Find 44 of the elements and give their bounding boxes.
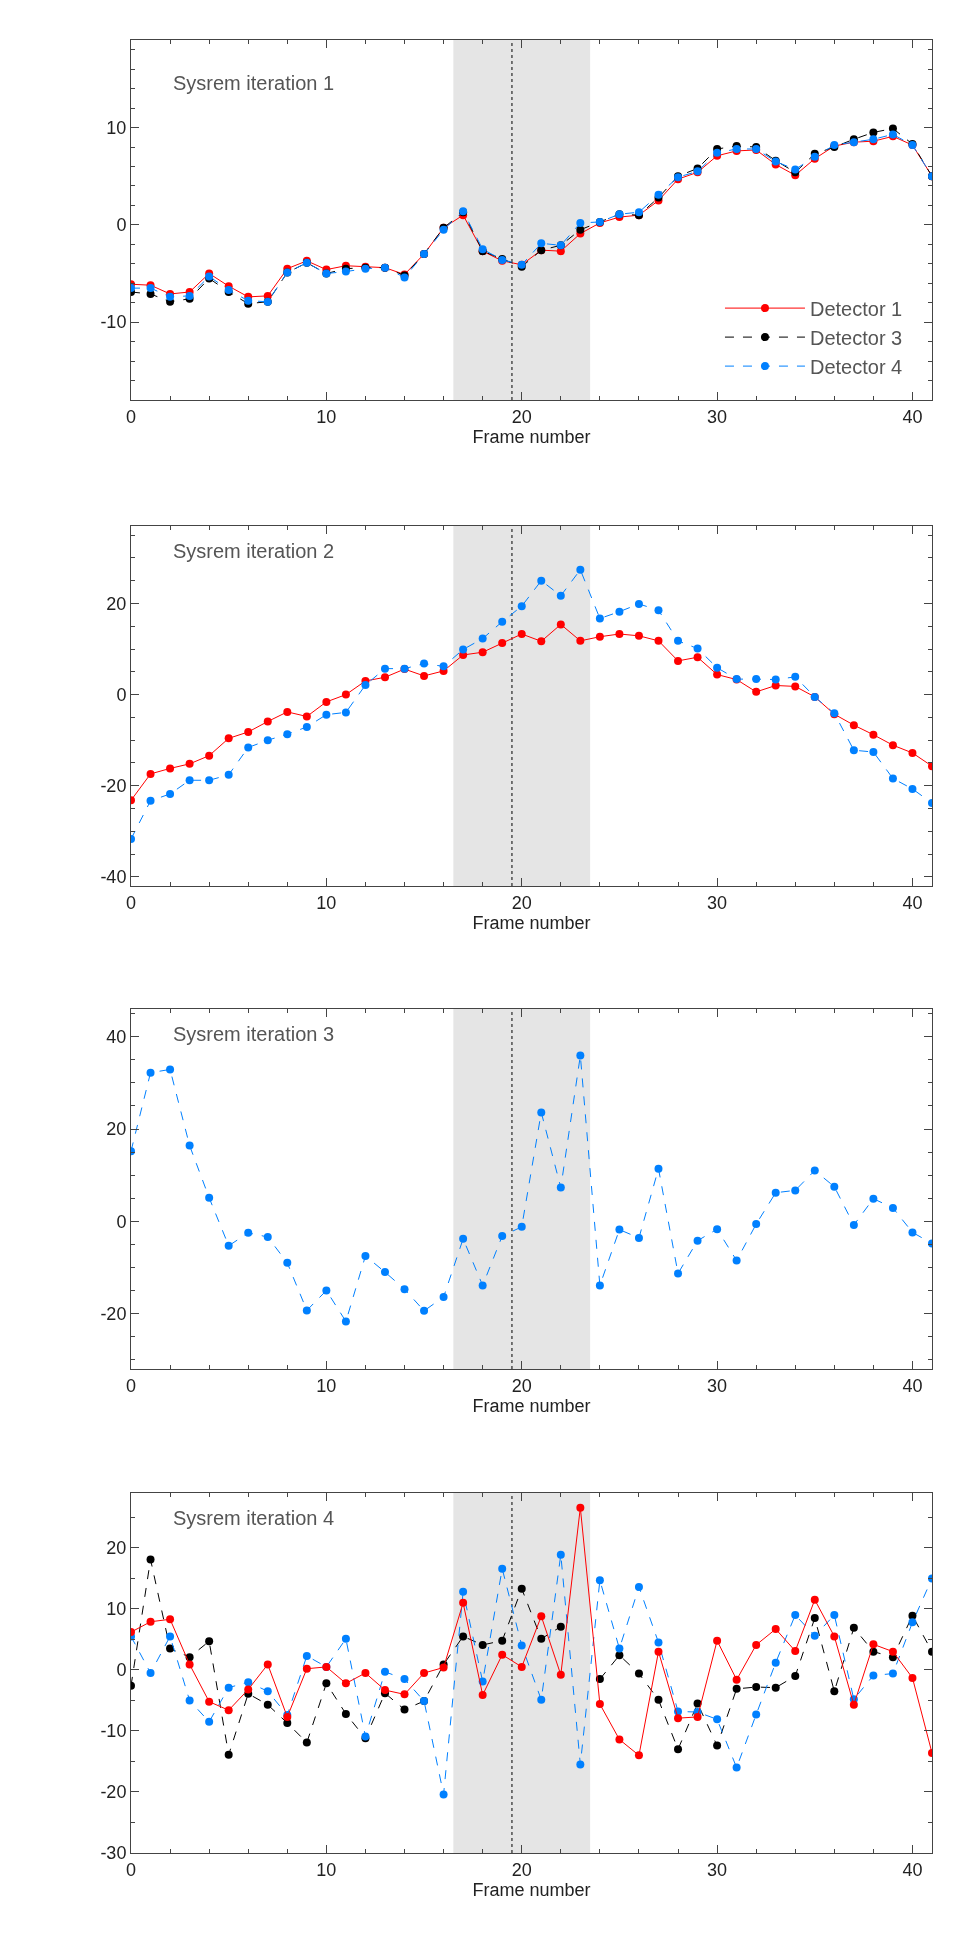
y-tick-label: -30	[100, 1843, 127, 1864]
x-tick-label: 20	[511, 1859, 532, 1880]
x-axis-title: Frame number	[472, 1395, 591, 1416]
x-tick-label: 30	[707, 892, 728, 913]
y-tick-label: 0	[116, 1211, 127, 1232]
text: Sysrem iteration 2	[173, 540, 335, 562]
y-tick-label: 20	[106, 1119, 127, 1140]
x-tick-label: 10	[316, 1859, 337, 1880]
y-tick-label: -10	[100, 1721, 127, 1742]
x-tick-label: 10	[316, 406, 337, 427]
y-tick-label: -20	[100, 1303, 127, 1324]
x-tick-label: 40	[902, 1859, 923, 1880]
y-tick-label: 0	[116, 1660, 127, 1681]
legend-label: Detector 1	[809, 297, 903, 320]
text: Sysrem iteration 4	[173, 1507, 335, 1529]
y-tick-label: -10	[100, 312, 127, 333]
y-tick-label: -20	[100, 1782, 127, 1803]
legend-label: Detector 4	[809, 355, 903, 378]
x-tick-label: 10	[316, 892, 337, 913]
y-tick-label: 40	[106, 1026, 127, 1047]
x-tick-label: 40	[902, 892, 923, 913]
y-tick-label: -20	[100, 776, 127, 797]
y-tick-label: -40	[100, 867, 127, 888]
x-tick-label: 40	[902, 406, 923, 427]
x-tick-label: 10	[316, 1375, 337, 1396]
x-axis-title: Frame number	[472, 912, 591, 933]
y-tick-label: 20	[106, 1538, 127, 1559]
y-tick-label: 0	[116, 684, 127, 705]
legend-label: Detector 3	[809, 326, 903, 349]
x-axis-title: Frame number	[472, 426, 591, 447]
x-tick-label: 20	[511, 406, 532, 427]
x-tick-label: 20	[511, 892, 532, 913]
y-tick-label: 10	[106, 1599, 127, 1620]
x-tick-label: 30	[707, 406, 728, 427]
text: Sysrem iteration 1	[173, 72, 335, 94]
text: Sysrem iteration 3	[173, 1023, 335, 1045]
x-tick-label: 40	[902, 1375, 923, 1396]
y-tick-label: 20	[106, 593, 127, 614]
x-axis-title: Frame number	[472, 1879, 591, 1900]
x-tick-label: 20	[511, 1375, 532, 1396]
y-tick-label: 0	[116, 215, 127, 236]
x-tick-label: 30	[707, 1375, 728, 1396]
y-tick-label: 10	[106, 117, 127, 138]
x-tick-label: 30	[707, 1859, 728, 1880]
